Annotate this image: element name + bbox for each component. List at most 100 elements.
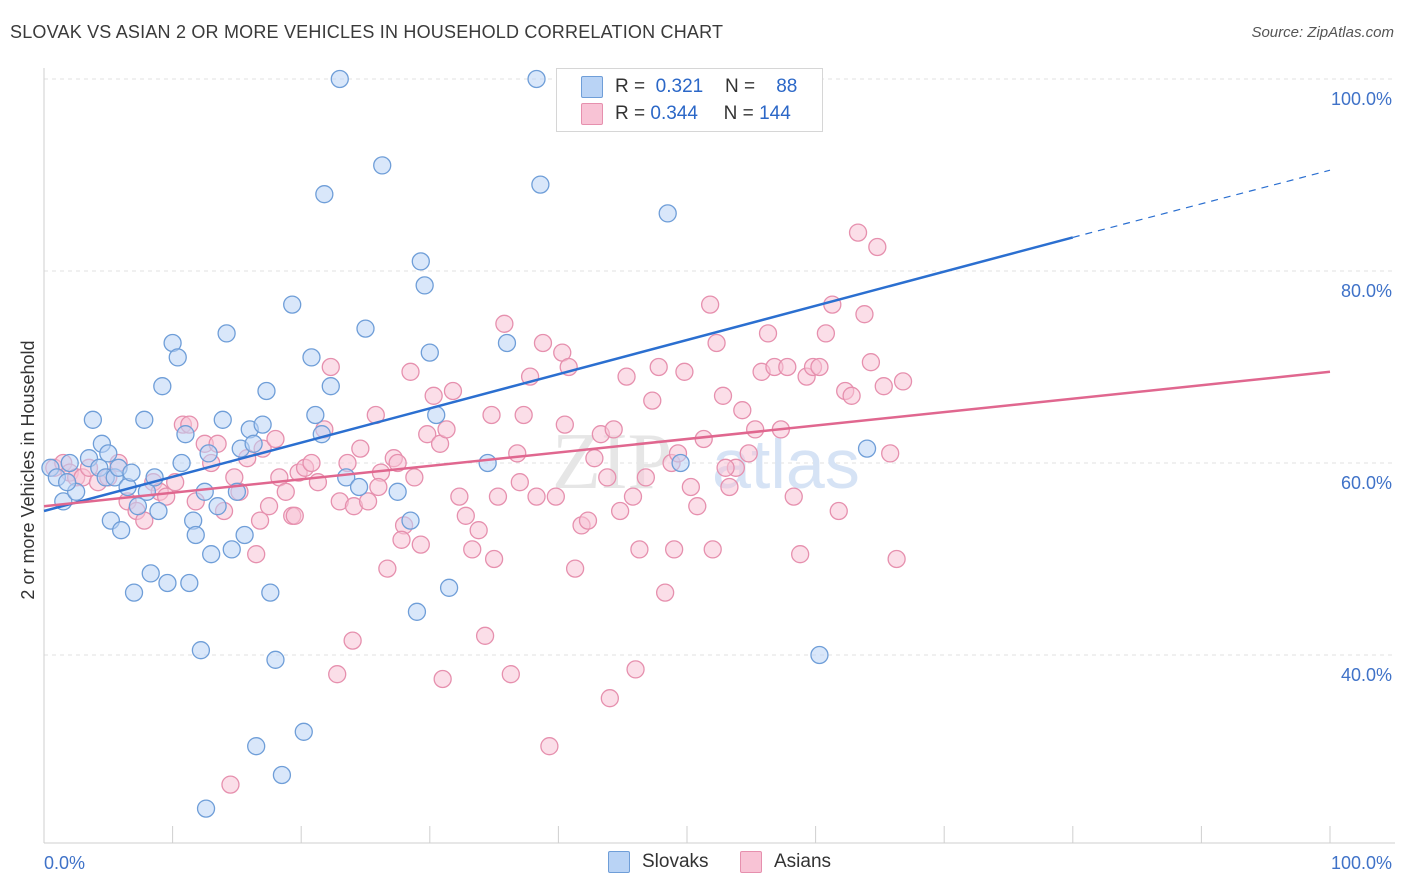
asians-point <box>358 492 378 511</box>
slovaks-point <box>261 583 280 602</box>
asians-point <box>247 545 266 564</box>
slovaks-point <box>153 377 172 396</box>
slovaks-point <box>330 69 349 89</box>
slovaks-point <box>158 573 177 593</box>
asians-point <box>450 487 469 506</box>
asians-point <box>369 477 388 497</box>
slovaks-point <box>112 521 131 540</box>
asians-point <box>703 540 722 559</box>
legend-label: Asians <box>774 851 832 872</box>
slovaks-point <box>658 204 677 223</box>
slovaks-point <box>208 497 227 516</box>
legend-row-slovaks: R = 0.321 N = 88 <box>581 74 797 100</box>
slovaks-point <box>135 410 154 429</box>
asians-point <box>688 497 707 516</box>
slovaks-point <box>244 434 263 453</box>
asians-point <box>791 545 810 564</box>
asians-point <box>411 535 430 554</box>
slovaks-point <box>407 602 427 621</box>
asians-point <box>266 429 285 449</box>
asians-point <box>716 458 735 477</box>
asians-point <box>700 295 720 314</box>
slovaks-point <box>497 333 517 353</box>
asians-point <box>401 362 420 381</box>
asians-point <box>482 405 501 425</box>
slovaks-point <box>217 324 236 343</box>
asians-point <box>868 237 887 257</box>
slovaks-point <box>349 477 369 497</box>
y-tick-label: 60.0% <box>1341 473 1392 493</box>
asians-point <box>881 444 900 463</box>
slovaks-trend-line <box>43 236 1074 513</box>
slovaks-point <box>168 348 187 367</box>
asians-point <box>433 669 452 689</box>
slovaks-point <box>196 799 216 818</box>
slovaks-point <box>213 410 232 429</box>
slovaks-point <box>202 545 221 564</box>
asians-point <box>418 425 437 444</box>
chart-title: SLOVAK VS ASIAN 2 OR MORE VEHICLES IN HO… <box>10 22 724 42</box>
asians-point <box>285 506 304 525</box>
slovaks-point <box>401 511 420 530</box>
asians-point <box>392 530 411 549</box>
asians-point <box>510 473 529 492</box>
y-tick-label: 40.0% <box>1341 665 1392 685</box>
asians-point <box>351 439 370 458</box>
asians-swatch <box>581 103 603 125</box>
slovaks-points <box>41 69 877 818</box>
asians-point <box>720 477 739 497</box>
grid-lines <box>44 78 1395 656</box>
slovaks-point <box>247 737 266 756</box>
asians-point <box>578 511 598 530</box>
asians-point <box>302 453 321 473</box>
asians-point <box>604 420 623 439</box>
slovaks-point <box>99 444 118 463</box>
slovaks-point <box>857 439 877 458</box>
asians-point <box>707 333 726 353</box>
legend-item-slovaks: Slovaks <box>608 851 709 873</box>
asians-point <box>276 482 295 501</box>
slovaks-point <box>186 525 205 545</box>
slovaks-point <box>315 185 334 204</box>
slovaks-point <box>149 501 168 521</box>
slovaks-point <box>294 722 313 741</box>
slovaks-point <box>420 343 439 362</box>
asians-point <box>501 665 520 684</box>
slovaks-point <box>388 482 407 501</box>
asians-point <box>488 487 508 506</box>
asians-point <box>855 305 874 324</box>
trend-lines <box>43 169 1331 513</box>
asians-point <box>598 468 617 487</box>
asians-point <box>842 386 861 405</box>
asians-trend-line <box>43 370 1331 508</box>
n-label: N = <box>723 103 754 124</box>
slovaks-point <box>199 444 218 463</box>
asians-point <box>784 487 803 506</box>
axes <box>43 68 1395 844</box>
asians-point <box>643 391 662 410</box>
y-tick-label: 100.0% <box>1331 89 1392 109</box>
slovaks-point <box>272 765 292 785</box>
slovaks-swatch <box>608 851 630 873</box>
legend-label: Slovaks <box>642 851 709 872</box>
asians-point <box>555 415 574 434</box>
asians-point <box>681 477 701 497</box>
n-value: 88 <box>776 76 798 97</box>
asians-point <box>259 497 279 516</box>
y-axis-label: 2 or more Vehicles in Household <box>18 340 38 599</box>
slovaks-point <box>478 453 497 473</box>
asians-point <box>623 487 643 506</box>
r-value: 0.321 <box>655 76 704 97</box>
asians-point <box>636 468 655 487</box>
asians-point <box>495 314 514 333</box>
slovaks-point <box>321 377 340 396</box>
slovaks-point <box>128 497 148 516</box>
tick-labels: 40.0% 60.0% 80.0% 100.0% 0.0% 100.0% <box>44 89 1392 873</box>
asians-point <box>630 540 649 559</box>
slovaks-point <box>302 348 321 367</box>
asians-point <box>810 357 829 377</box>
asians-point <box>874 377 893 396</box>
slovaks-point <box>83 410 103 429</box>
n-value: 144 <box>759 103 791 124</box>
